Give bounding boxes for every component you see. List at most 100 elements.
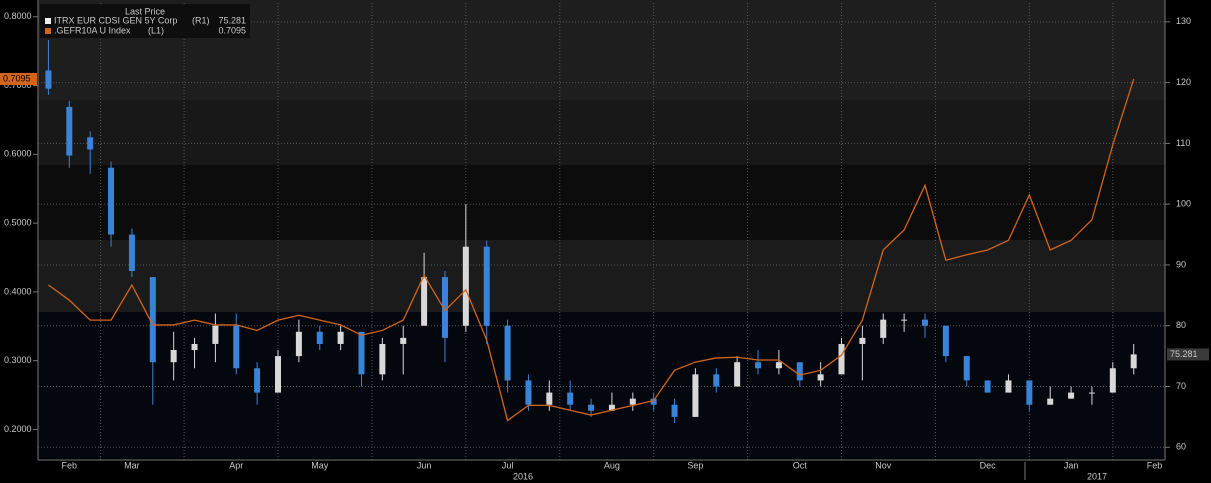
legend-axis: (L1) bbox=[148, 25, 164, 35]
line-series bbox=[48, 78, 1135, 422]
legend-title: Last Price bbox=[125, 6, 165, 16]
candle-body bbox=[608, 404, 615, 411]
candle-body bbox=[441, 277, 448, 338]
candle-body bbox=[588, 404, 595, 411]
candle-body bbox=[1068, 392, 1075, 399]
candle-body bbox=[942, 325, 949, 357]
candle-body bbox=[87, 137, 94, 150]
candle-body bbox=[984, 380, 991, 393]
legend-axis: (R1) bbox=[192, 15, 210, 25]
x-tick-label: Aug bbox=[604, 460, 620, 470]
x-tick-label: Jan bbox=[1064, 460, 1079, 470]
y2-tick-label: 130 bbox=[1176, 16, 1191, 26]
candle-body bbox=[170, 350, 177, 363]
candle-body bbox=[149, 277, 156, 363]
y2-tick-label: 90 bbox=[1176, 259, 1186, 269]
candle-body bbox=[504, 325, 511, 381]
x-tick-label: May bbox=[311, 460, 329, 470]
legend-value: 75.281 bbox=[218, 15, 246, 25]
x-tick-label: Jul bbox=[502, 460, 514, 470]
candle-body bbox=[108, 167, 115, 235]
y-tick-label: 0.3000 bbox=[4, 355, 32, 365]
candle-body bbox=[629, 398, 636, 405]
x-tick-label: Nov bbox=[875, 460, 892, 470]
candle-body bbox=[1005, 380, 1012, 393]
candle-body bbox=[546, 392, 553, 405]
candle-body bbox=[650, 398, 657, 405]
y2-tick-label: 70 bbox=[1176, 381, 1186, 391]
candle-body bbox=[462, 246, 469, 326]
candle-body bbox=[483, 246, 490, 326]
candle-body bbox=[963, 356, 970, 381]
candle-body bbox=[316, 331, 323, 344]
candle-body bbox=[400, 337, 407, 344]
legend-label: ITRX EUR CDSI GEN 5Y Corp bbox=[54, 15, 177, 25]
candle-body bbox=[1130, 354, 1137, 369]
legend-box bbox=[40, 4, 250, 38]
candle-body bbox=[45, 70, 52, 89]
candle-body bbox=[128, 234, 135, 272]
candle-body bbox=[525, 380, 532, 405]
candle-body bbox=[379, 343, 386, 375]
x-tick-label: Oct bbox=[793, 460, 808, 470]
candle-body bbox=[567, 392, 574, 405]
marks bbox=[45, 40, 1137, 423]
candle-body bbox=[713, 374, 720, 387]
y-tick-label: 0.4000 bbox=[4, 286, 32, 296]
y-tick-label: 0.5000 bbox=[4, 217, 32, 227]
candle-body bbox=[275, 356, 282, 393]
band bbox=[38, 100, 1165, 165]
legend-swatch bbox=[45, 18, 51, 24]
y2-tick-label: 110 bbox=[1176, 138, 1190, 148]
y2-tick-label: 100 bbox=[1176, 199, 1191, 209]
candle-body bbox=[859, 337, 866, 344]
x-tick-label: Jun bbox=[417, 460, 432, 470]
value-badge-label: 75.281 bbox=[1170, 349, 1198, 359]
candle-body bbox=[817, 374, 824, 381]
candle-body bbox=[212, 325, 219, 344]
candle-body bbox=[254, 368, 261, 393]
y2-tick-label: 80 bbox=[1176, 320, 1186, 330]
candle-body bbox=[1088, 392, 1095, 394]
year-label: 2016 bbox=[513, 471, 533, 481]
x-tick-label: Sep bbox=[687, 460, 703, 470]
candle-body bbox=[755, 362, 762, 369]
candle-body bbox=[671, 404, 678, 417]
candle-body bbox=[337, 331, 344, 344]
y-tick-label: 0.6000 bbox=[4, 149, 32, 159]
candle-body bbox=[901, 319, 908, 321]
value-badge bbox=[0, 73, 37, 86]
value-badge bbox=[1167, 348, 1209, 361]
value-badge-label: 0.7095 bbox=[3, 73, 31, 83]
candle-body bbox=[1047, 398, 1054, 405]
candle-body bbox=[295, 331, 302, 357]
candle-body bbox=[421, 277, 428, 326]
band bbox=[38, 165, 1165, 240]
band bbox=[38, 312, 1165, 458]
legend-label: .GEFR10A U Index bbox=[54, 25, 131, 35]
year-label: 2017 bbox=[1087, 471, 1107, 481]
y2-tick-label: 120 bbox=[1176, 77, 1191, 87]
y2-tick-label: 60 bbox=[1176, 442, 1186, 452]
band bbox=[38, 240, 1165, 312]
candle-body bbox=[775, 362, 782, 369]
candle-body bbox=[1109, 368, 1116, 393]
legend-swatch bbox=[45, 28, 51, 34]
x-tick-label: Dec bbox=[980, 460, 997, 470]
candle-body bbox=[880, 319, 887, 338]
x-tick-label: Apr bbox=[229, 460, 243, 470]
y-tick-label: 0.2000 bbox=[4, 424, 32, 434]
candle-body bbox=[233, 325, 240, 369]
candle-body bbox=[191, 343, 198, 351]
candle-body bbox=[734, 362, 741, 387]
x-tick-label: Feb bbox=[62, 460, 78, 470]
x-tick-label: Feb bbox=[1147, 460, 1163, 470]
legend-value: 0.7095 bbox=[218, 25, 246, 35]
legend: Last Price ITRX EUR CDSI GEN 5Y Corp (R1… bbox=[40, 4, 250, 38]
candle-body bbox=[796, 362, 803, 381]
candle-body bbox=[921, 319, 928, 326]
y-tick-label: 0.8000 bbox=[4, 11, 32, 21]
candle-body bbox=[1026, 380, 1033, 405]
candle-body bbox=[358, 331, 365, 375]
